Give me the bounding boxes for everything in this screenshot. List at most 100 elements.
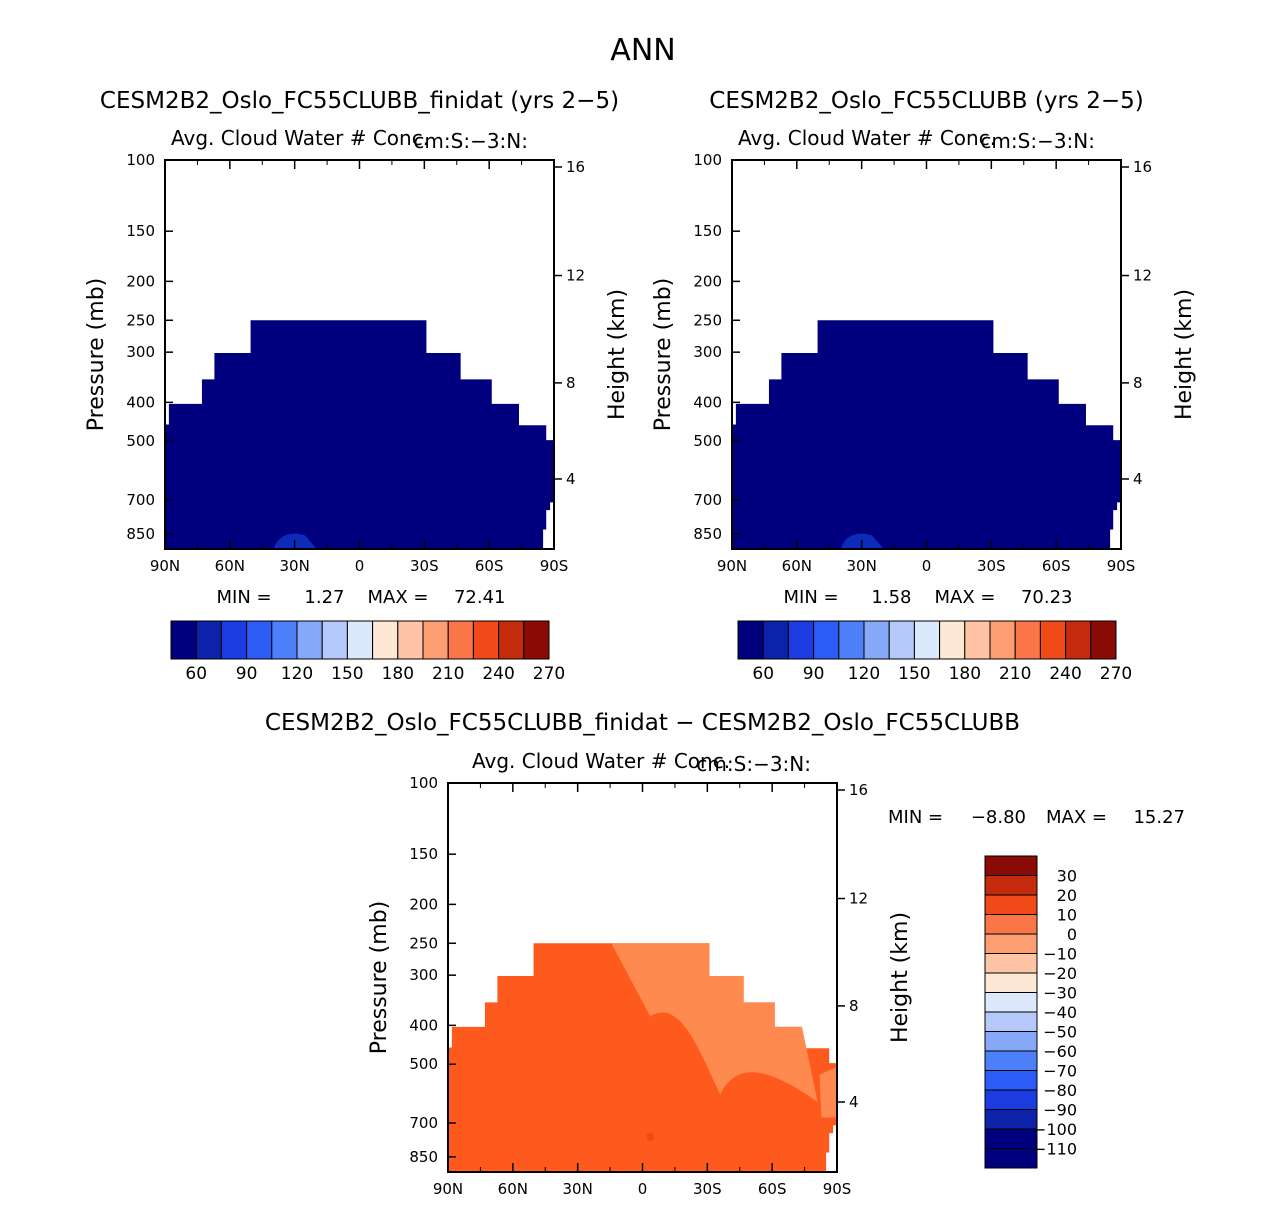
colorbar-swatch: [813, 620, 840, 660]
y-tick-label: 700: [409, 1114, 438, 1132]
y-right-tick-label: 16: [849, 781, 868, 799]
y-right-tick-label: 12: [566, 267, 585, 285]
y-right-tick-label: 8: [849, 997, 859, 1015]
colorbar-label: −20: [1043, 964, 1077, 983]
colorbar: 60 90 120 150 180 210 240 270: [170, 620, 565, 684]
y-right-axis-label: Height (km): [888, 912, 913, 1043]
x-tick-label: 60S: [758, 1180, 787, 1198]
panel-3: CESM2B2_Oslo_FC55CLUBB_finidat − CESM2B2…: [265, 710, 1185, 1198]
y-tick-label: 300: [693, 343, 722, 361]
x-tick-label: 30S: [693, 1180, 722, 1198]
x-tick-label: 60S: [475, 557, 504, 575]
y-right-tick-label: 4: [1133, 470, 1143, 488]
x-tick-label: 0: [638, 1180, 648, 1198]
colorbar-label: 90: [803, 664, 825, 684]
max-value: 15.27: [1133, 807, 1185, 828]
colorbar-label: 60: [185, 664, 207, 684]
x-tick-label: 90S: [540, 557, 569, 575]
colorbar-swatch: [762, 620, 789, 660]
colorbar-label: 240: [482, 664, 514, 684]
colorbar-swatch: [888, 620, 915, 660]
min-label: MIN =: [784, 587, 839, 608]
y-tick-label: 300: [409, 966, 438, 984]
colorbar-label: −90: [1043, 1101, 1077, 1120]
colorbar-swatch: [984, 1031, 1038, 1052]
panel-subtitle: Avg. Cloud Water # Conc.: [738, 126, 996, 150]
y-tick-label: 400: [693, 393, 722, 411]
colorbar-label: 210: [432, 664, 464, 684]
y-tick-label: 850: [693, 525, 722, 543]
colorbar-swatch: [321, 620, 348, 660]
y-tick-label: 250: [409, 934, 438, 952]
x-tick-label: 90S: [823, 1180, 852, 1198]
panel-title: CESM2B2_Oslo_FC55CLUBB_finidat − CESM2B2…: [265, 710, 1020, 736]
y-tick-label: 500: [126, 432, 155, 450]
colorbar-swatch: [913, 620, 941, 660]
y-tick-label: 100: [126, 151, 155, 169]
y-tick-label: 250: [126, 311, 155, 329]
x-tick-label: 60S: [1042, 557, 1071, 575]
colorbar-swatch: [220, 620, 248, 660]
colorbar: 3020100−10−20−30−40−50−60−70−80−90−100−1…: [984, 855, 1077, 1169]
x-tick-label: 30S: [410, 557, 439, 575]
x-tick-label: 90N: [150, 557, 180, 575]
y-right-tick-label: 16: [566, 158, 585, 176]
x-tick-label: 30N: [563, 1180, 593, 1198]
min-value: −8.80: [971, 807, 1026, 828]
y-right-tick-label: 16: [1133, 158, 1152, 176]
panel-title: CESM2B2_Oslo_FC55CLUBB_finidat (yrs 2−5): [100, 88, 619, 114]
y-tick-label: 250: [693, 311, 722, 329]
y-tick-label: 100: [409, 774, 438, 792]
colorbar: 60 90 120 150 180 210 240 270: [737, 620, 1132, 684]
panel-units: cm:S:−3:N:: [413, 129, 528, 153]
colorbar-label: 180: [382, 664, 414, 684]
min-label: MIN =: [888, 807, 943, 828]
colorbar-swatch: [984, 855, 1038, 876]
x-tick-label: 0: [922, 557, 932, 575]
colorbar-swatch: [984, 1089, 1038, 1110]
colorbar-swatch: [1065, 620, 1092, 660]
field-positive-band: [611, 943, 818, 1102]
colorbar-swatch: [372, 620, 399, 660]
y-tick-label: 500: [409, 1055, 438, 1073]
colorbar-label: 120: [281, 664, 313, 684]
colorbar-label: 60: [752, 664, 774, 684]
colorbar-swatch: [397, 620, 424, 660]
colorbar-label: −80: [1043, 1081, 1077, 1100]
colorbar-swatch: [984, 1070, 1038, 1091]
colorbar-swatch: [863, 620, 890, 660]
panel-2: CESM2B2_Oslo_FC55CLUBB (yrs 2−5) Avg. Clo…: [651, 88, 1197, 684]
colorbar-swatch: [523, 620, 550, 660]
colorbar-swatch: [346, 620, 374, 660]
field-positive-edge: [819, 1066, 837, 1118]
colorbar-swatch: [472, 620, 500, 660]
colorbar-label: −10: [1043, 945, 1077, 964]
colorbar-label: −70: [1043, 1062, 1077, 1081]
x-tick-label: 60N: [782, 557, 812, 575]
colorbar-swatch: [984, 953, 1038, 974]
panel-subtitle: Avg. Cloud Water # Conc.: [171, 126, 429, 150]
x-tick-label: 60N: [498, 1180, 528, 1198]
colorbar-label: 150: [898, 664, 930, 684]
y-right-tick-label: 8: [566, 374, 576, 392]
colorbar-swatch: [984, 875, 1038, 896]
colorbar-label: 270: [1100, 664, 1132, 684]
colorbar-swatch: [195, 620, 222, 660]
y-axis-label: Pressure (mb): [651, 278, 676, 432]
colorbar-label: −100: [1033, 1120, 1077, 1139]
colorbar-swatch: [984, 1011, 1038, 1032]
colorbar-label: 90: [236, 664, 258, 684]
colorbar-label: 210: [999, 664, 1031, 684]
colorbar-label: −30: [1043, 984, 1077, 1003]
max-value: 72.41: [454, 587, 506, 608]
colorbar-swatch: [422, 620, 449, 660]
colorbar-swatch: [838, 620, 865, 660]
y-right-axis-label: Height (km): [605, 289, 630, 420]
colorbar-swatch: [964, 620, 991, 660]
colorbar-swatch: [939, 620, 966, 660]
y-right-tick-label: 4: [566, 470, 576, 488]
field-region: [732, 320, 1121, 549]
x-tick-label: 30S: [977, 557, 1006, 575]
colorbar-swatch: [984, 1050, 1038, 1071]
